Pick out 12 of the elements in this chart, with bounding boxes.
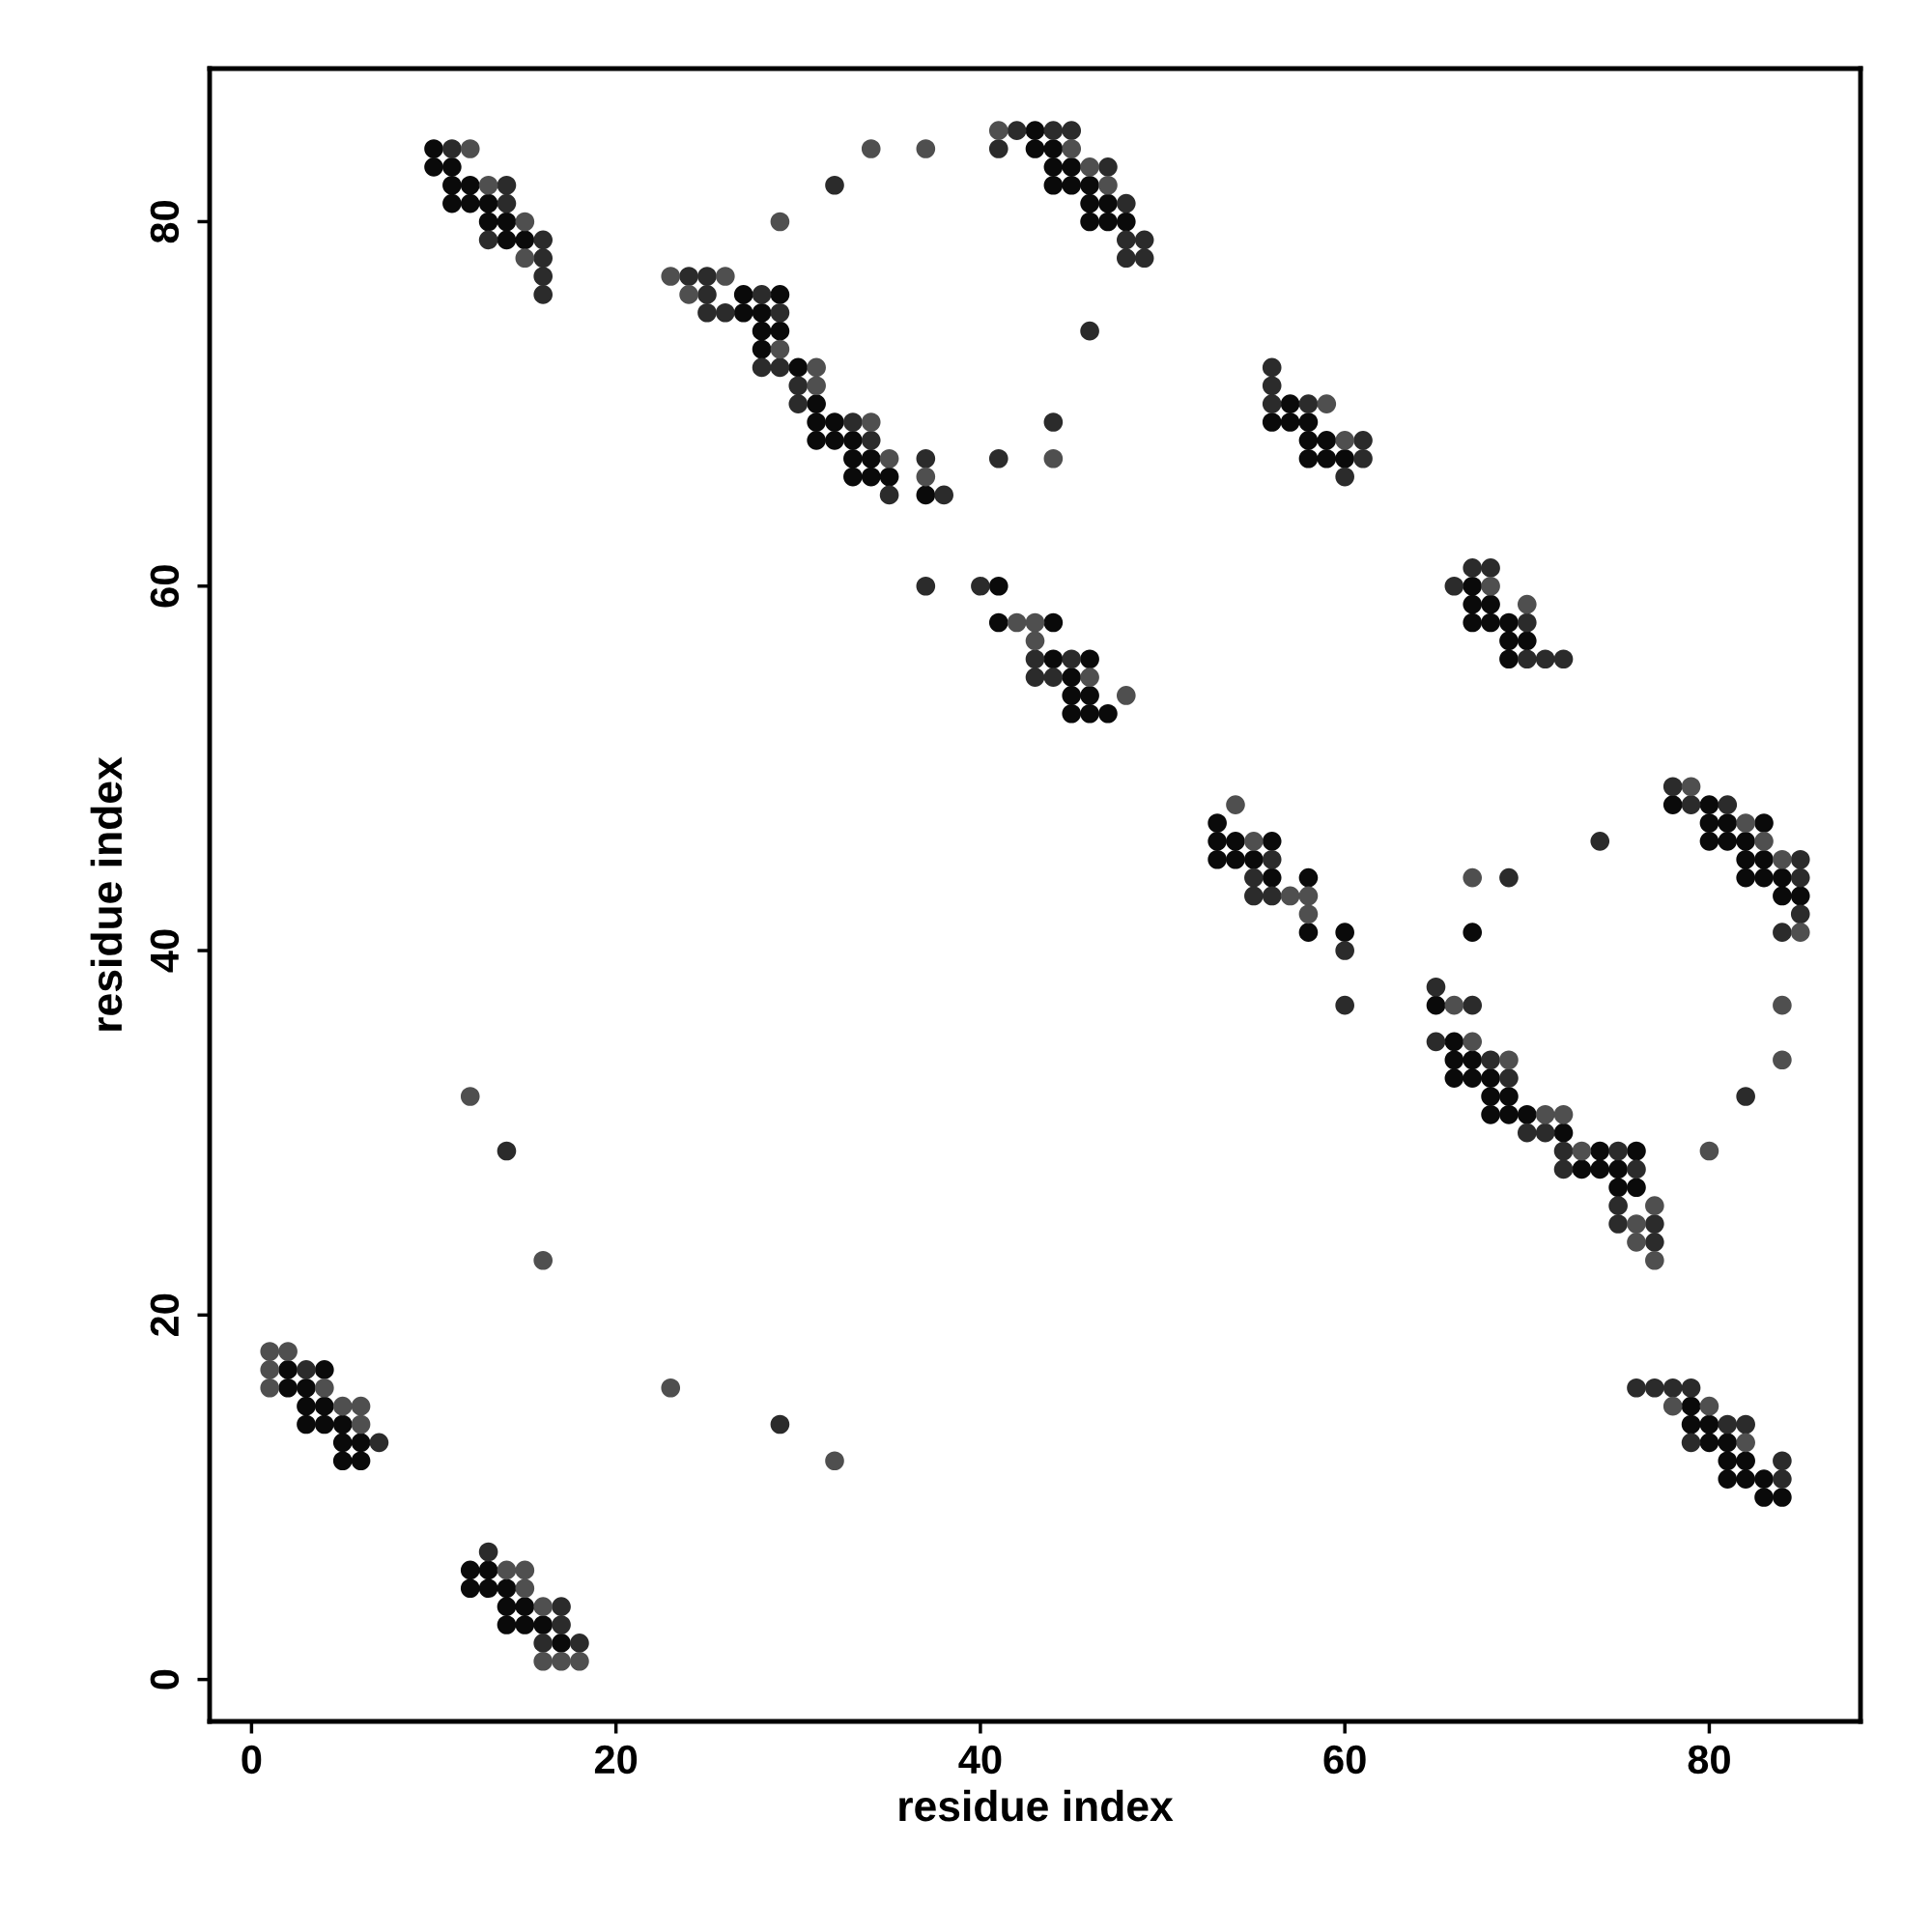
y-axis-title: residue index	[90, 756, 123, 1031]
y-tick-label: 40	[150, 929, 180, 973]
y-tick-label: 80	[150, 200, 180, 243]
y-tick-label: 60	[150, 565, 180, 608]
x-tick-label: 40	[958, 1745, 1002, 1775]
y-tick-label: 0	[150, 1669, 180, 1690]
x-tick-label: 80	[1688, 1745, 1730, 1775]
x-tick-label: 60	[1323, 1745, 1366, 1775]
x-axis-title: residue index	[899, 1789, 1174, 1822]
y-tick-label: 20	[150, 1293, 180, 1337]
x-tick-label: 20	[594, 1745, 638, 1775]
x-tick-label: 0	[242, 1745, 262, 1775]
